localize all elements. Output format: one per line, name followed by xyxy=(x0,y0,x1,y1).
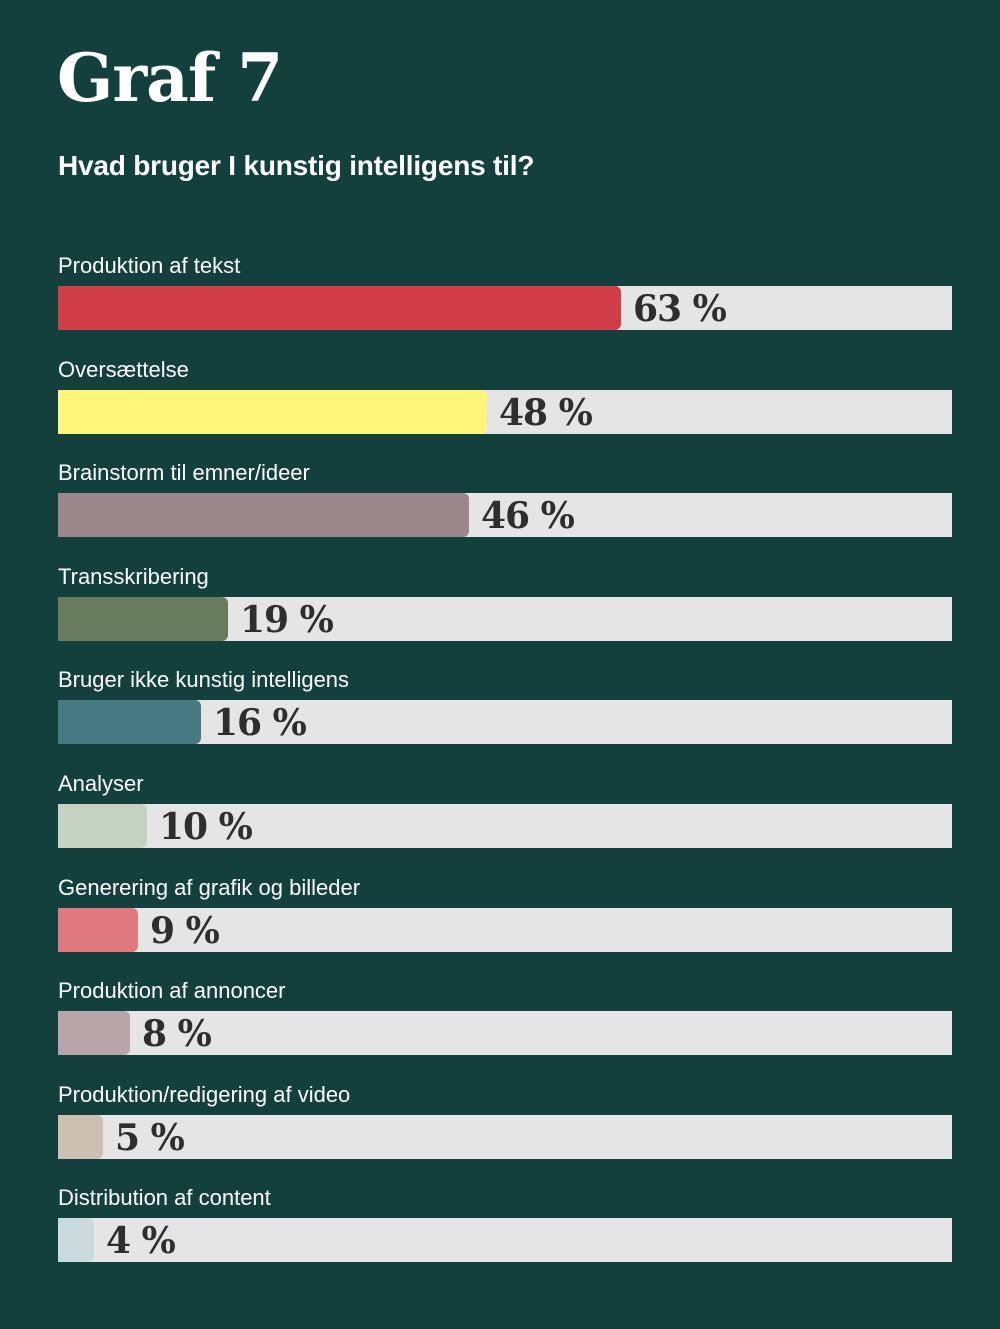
bar-track: 46 % xyxy=(58,493,952,537)
bar-category-label: Bruger ikke kunstig intelligens xyxy=(58,667,350,692)
bar-category-label: Produktion af annoncer xyxy=(58,978,286,1003)
bar-track: 10 % xyxy=(58,804,952,848)
bar-group: Bruger ikke kunstig intelligens 16 % xyxy=(58,666,952,746)
bar xyxy=(58,804,147,848)
bar-group: Produktion af tekst 63 % xyxy=(58,252,952,332)
bar-group: Produktion af annoncer 8 % xyxy=(58,977,952,1057)
bar-value-label: 5 % xyxy=(115,1117,185,1159)
bar xyxy=(58,1115,103,1159)
chart-subtitle: Hvad bruger I kunstig intelligens til? xyxy=(58,150,535,181)
bar xyxy=(58,700,201,744)
bar-group: Distribution af content 4 % xyxy=(58,1184,952,1264)
chart-title: Graf 7 xyxy=(57,39,283,117)
bar-category-label: Produktion/redigering af video xyxy=(58,1082,351,1107)
bar-category-label: Produktion af tekst xyxy=(58,253,241,278)
bar-track: 19 % xyxy=(58,597,952,641)
bar-group: Oversættelse 48 % xyxy=(58,356,952,436)
bar-value-label: 9 % xyxy=(150,910,220,952)
bar-value-label: 16 % xyxy=(213,702,307,744)
bar-value-label: 46 % xyxy=(481,495,575,537)
bar-group: Produktion/redigering af video 5 % xyxy=(58,1081,952,1161)
bar xyxy=(58,1218,94,1262)
bar-group: Analyser 10 % xyxy=(58,770,952,850)
bar-value-label: 48 % xyxy=(499,392,593,434)
bar xyxy=(58,390,487,434)
bar-group: Transskribering 19 % xyxy=(58,563,952,643)
bar-track: 48 % xyxy=(58,390,952,434)
bar-value-label: 19 % xyxy=(240,599,334,641)
bar-category-label: Distribution af content xyxy=(58,1185,271,1210)
bar-track: 9 % xyxy=(58,908,952,952)
bar-track: 4 % xyxy=(58,1218,952,1262)
bar xyxy=(58,1011,130,1055)
bar-category-label: Analyser xyxy=(58,771,144,796)
bar-category-label: Transskribering xyxy=(58,564,209,589)
bar-value-label: 4 % xyxy=(106,1220,176,1262)
bar-value-label: 63 % xyxy=(633,288,727,330)
bar-value-label: 10 % xyxy=(159,806,253,848)
bar xyxy=(58,597,228,641)
bar-track: 5 % xyxy=(58,1115,952,1159)
bar-category-label: Brainstorm til emner/ideer xyxy=(58,460,310,485)
bar-track: 63 % xyxy=(58,286,952,330)
bar-value-label: 8 % xyxy=(142,1013,212,1055)
bar-track: 8 % xyxy=(58,1011,952,1055)
bar xyxy=(58,493,469,537)
bar xyxy=(58,908,138,952)
bar xyxy=(58,286,621,330)
bar-group: Generering af grafik og billeder 9 % xyxy=(58,874,952,954)
bar-group: Brainstorm til emner/ideer 46 % xyxy=(58,459,952,539)
bar-category-label: Oversættelse xyxy=(58,357,189,382)
bar-category-label: Generering af grafik og billeder xyxy=(58,875,361,900)
bar-track: 16 % xyxy=(58,700,952,744)
